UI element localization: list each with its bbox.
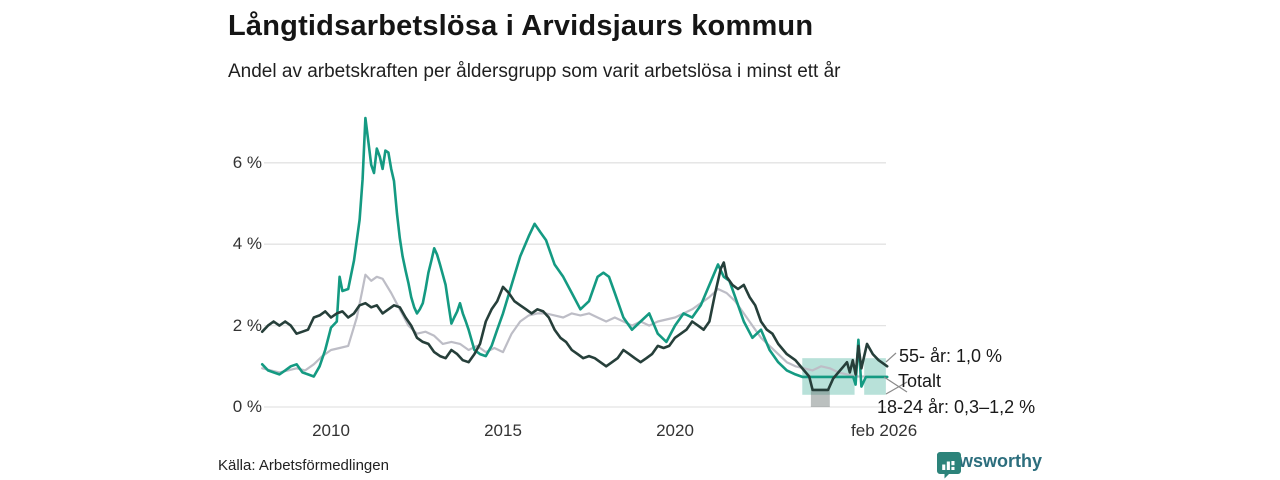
y-tick-label: 0 % bbox=[232, 397, 262, 416]
label-leader-line bbox=[883, 376, 908, 393]
series-label-18-24-ar: 18-24 år: 0,3–1,2 % bbox=[877, 397, 1036, 417]
newsworthy-icon bbox=[937, 452, 961, 479]
y-tick-label: 2 % bbox=[232, 315, 262, 335]
series-label-totalt: Totalt bbox=[898, 371, 942, 391]
series-line-totalt bbox=[261, 273, 889, 378]
label-leader-line bbox=[885, 352, 897, 363]
series-label-55-ar: 55- år: 1,0 % bbox=[899, 346, 1003, 366]
page-title: Långtidsarbetslösa i Arvidsjaurs kommun bbox=[228, 10, 814, 42]
series-line-18-24-ar bbox=[260, 116, 889, 388]
series-line-55-ar bbox=[260, 261, 889, 392]
x-tick-label: feb 2026 bbox=[851, 421, 918, 440]
y-tick-label: 4 % bbox=[232, 234, 262, 254]
brand-name: Newsworthy bbox=[936, 451, 1043, 471]
brand-logo: Newsworthy bbox=[936, 451, 1043, 479]
uncertainty-band bbox=[810, 389, 830, 407]
x-tick-label: 2010 bbox=[312, 421, 350, 440]
source-note: Källa: Arbetsförmedlingen bbox=[218, 457, 389, 474]
x-tick-label: 2020 bbox=[656, 421, 694, 440]
y-tick-label: 6 % bbox=[232, 152, 262, 172]
label-leader-line bbox=[885, 381, 908, 395]
chart-subtitle: Andel av arbetskraften per åldersgrupp s… bbox=[228, 61, 841, 82]
x-tick-label: 2015 bbox=[484, 421, 522, 440]
